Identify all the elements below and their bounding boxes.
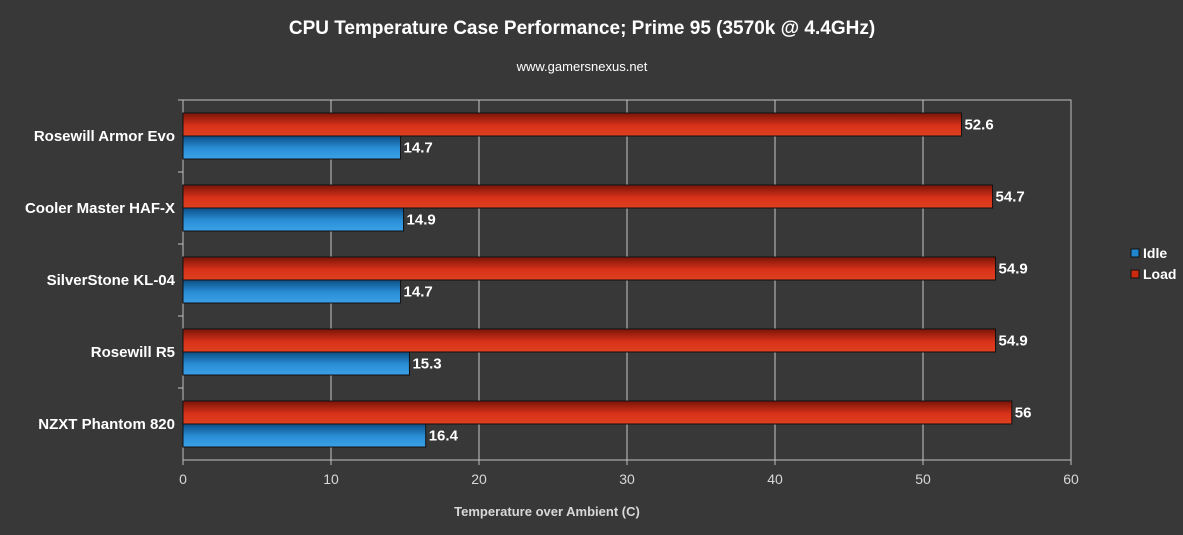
data-label-idle: 14.9 bbox=[407, 212, 436, 229]
data-label-load: 56 bbox=[1015, 405, 1032, 422]
data-label-idle: 14.7 bbox=[404, 140, 433, 157]
x-tick-label: 20 bbox=[471, 471, 487, 487]
data-label-load: 54.7 bbox=[996, 189, 1025, 206]
chart-subtitle: www.gamersnexus.net bbox=[516, 59, 648, 74]
bar-idle bbox=[182, 279, 402, 304]
x-tick-label: 60 bbox=[1063, 471, 1079, 487]
x-axis-title: Temperature over Ambient (C) bbox=[454, 504, 640, 519]
bar-idle bbox=[182, 423, 427, 448]
legend-swatch-idle bbox=[1130, 248, 1140, 258]
bar-load bbox=[182, 112, 962, 137]
bar-idle bbox=[182, 135, 402, 160]
labels: 0 10 20 30 40 50 60 Rosewill Armor Evo 52.6 14.7 C… bbox=[25, 117, 1079, 488]
chart-title: CPU Temperature Case Performance; Prime … bbox=[289, 18, 875, 39]
category-label: Rosewill Armor Evo bbox=[34, 128, 175, 145]
bar-idle bbox=[182, 351, 410, 376]
bar-load bbox=[182, 256, 997, 281]
data-label-load: 54.9 bbox=[999, 333, 1028, 350]
data-label-load: 54.9 bbox=[999, 261, 1028, 278]
category-label: NZXT Phantom 820 bbox=[38, 416, 175, 433]
data-label-idle: 15.3 bbox=[412, 356, 441, 373]
category-label: SilverStone KL-04 bbox=[47, 272, 176, 289]
x-tick-label: 0 bbox=[179, 471, 187, 487]
x-tick-label: 10 bbox=[323, 471, 339, 487]
data-label-idle: 14.7 bbox=[404, 284, 433, 301]
legend-label-load: Load bbox=[1143, 266, 1176, 282]
data-label-idle: 16.4 bbox=[429, 428, 459, 445]
x-tick-label: 40 bbox=[767, 471, 783, 487]
category-label: Rosewill R5 bbox=[91, 344, 175, 361]
category-label: Cooler Master HAF-X bbox=[25, 200, 175, 217]
x-tick-label: 30 bbox=[619, 471, 635, 487]
legend-label-idle: Idle bbox=[1143, 245, 1167, 261]
bars bbox=[182, 112, 1013, 448]
x-tick-label: 50 bbox=[915, 471, 931, 487]
legend-swatch-load bbox=[1130, 269, 1140, 279]
bar-load bbox=[182, 184, 994, 209]
data-label-load: 52.6 bbox=[964, 117, 993, 134]
legend: Idle Load bbox=[1130, 245, 1176, 282]
bar-load bbox=[182, 328, 997, 353]
bar-idle bbox=[182, 207, 405, 232]
bar-load bbox=[182, 400, 1013, 425]
